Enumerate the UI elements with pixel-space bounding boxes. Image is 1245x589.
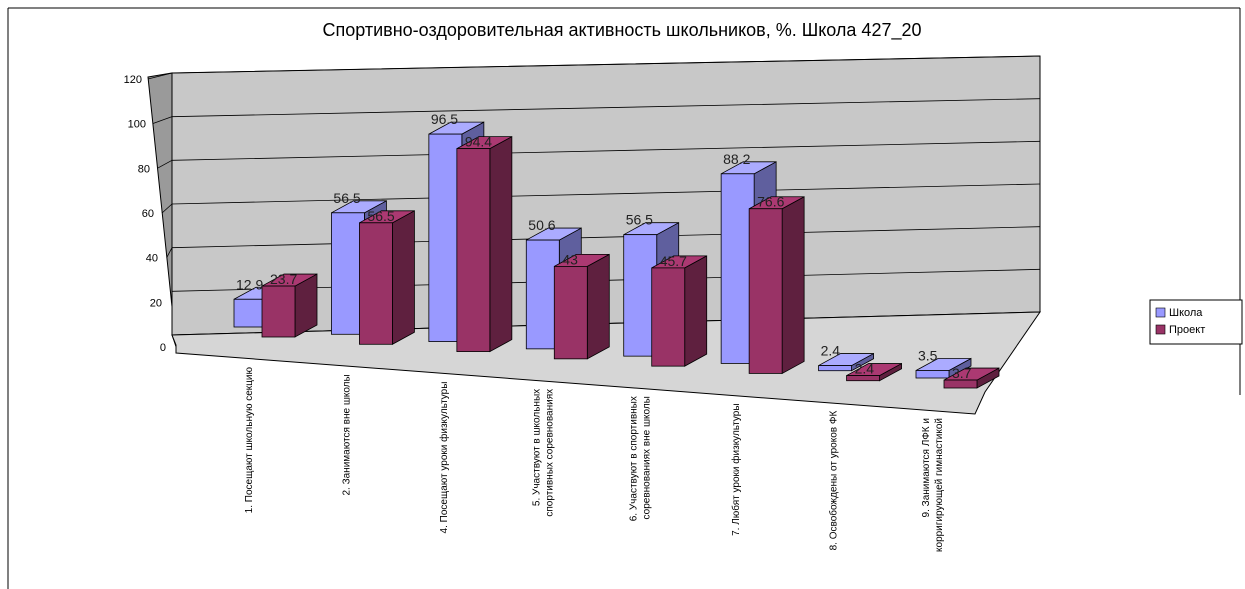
data-label: 56.5 bbox=[626, 212, 653, 228]
data-label: 3.7 bbox=[952, 365, 972, 381]
y-tick-label: 80 bbox=[138, 163, 150, 175]
bar-side bbox=[586, 253, 610, 360]
bar-project bbox=[651, 255, 708, 367]
bar-front bbox=[331, 212, 365, 335]
legend-swatch-project bbox=[1155, 324, 1166, 335]
bar-side bbox=[489, 135, 513, 353]
bar-front bbox=[553, 266, 588, 360]
data-label: 56.5 bbox=[333, 190, 360, 206]
bar-project bbox=[261, 273, 318, 338]
gridline bbox=[171, 140, 1041, 161]
y-tick-label: 100 bbox=[128, 119, 146, 131]
x-tick-label: 9. Занимаются ЛФК и корригирующей гимнаст… bbox=[921, 418, 945, 552]
data-label: 88.2 bbox=[723, 151, 750, 167]
legend-label-school: Школа bbox=[1169, 307, 1203, 319]
bar-front bbox=[359, 222, 393, 345]
data-label: 12.9 bbox=[236, 276, 263, 292]
x-tick-label: 5. Участвуют в школьных спортивных соревн… bbox=[531, 389, 555, 517]
gridline-side bbox=[161, 203, 173, 214]
bar-front bbox=[748, 208, 783, 374]
bar-side bbox=[684, 255, 708, 367]
x-tick-label: 6. Участвуют в спортивных соревнованиях в… bbox=[629, 396, 653, 521]
bar-project bbox=[359, 210, 415, 345]
legend: Школа Проект bbox=[1149, 299, 1243, 345]
data-label: 96.5 bbox=[431, 111, 458, 127]
x-tick-label: 2. Занимаются вне школы bbox=[341, 374, 352, 495]
y-tick-label: 60 bbox=[142, 208, 154, 220]
x-tick-label: 4. Посещают уроки физкультуры bbox=[438, 382, 450, 534]
bar-side bbox=[781, 196, 805, 375]
gridline bbox=[171, 226, 1041, 249]
gridline bbox=[171, 98, 1041, 118]
data-label: 50.6 bbox=[528, 217, 555, 233]
legend-box bbox=[1149, 299, 1243, 345]
bar-side bbox=[392, 210, 415, 345]
bar-front bbox=[233, 298, 268, 328]
bar-project bbox=[846, 362, 902, 382]
gridline-side bbox=[147, 72, 173, 80]
bar-school bbox=[915, 357, 972, 379]
data-label: 43 bbox=[562, 251, 578, 267]
data-label: 56.5 bbox=[367, 208, 394, 224]
gridline bbox=[171, 183, 1041, 205]
data-label: 2.4 bbox=[855, 361, 875, 377]
bar-school bbox=[818, 352, 874, 372]
gridline-side bbox=[157, 159, 173, 169]
bar-front bbox=[428, 133, 463, 342]
bar-front bbox=[818, 365, 852, 372]
gridline-side bbox=[170, 291, 173, 303]
bar-front bbox=[915, 370, 950, 379]
data-label: 76.6 bbox=[757, 194, 784, 210]
bar-front bbox=[943, 379, 978, 389]
x-tick-label: 7. Любят уроки физкультуры bbox=[730, 403, 742, 535]
data-label: 94.4 bbox=[465, 134, 492, 150]
data-label: 3.5 bbox=[918, 347, 938, 363]
x-tick-label: 8. Освобождены от уроков ФК bbox=[828, 411, 840, 551]
bars bbox=[233, 121, 1000, 389]
data-label: 2.4 bbox=[821, 343, 841, 359]
bar-project bbox=[943, 367, 1000, 389]
legend-swatch-school bbox=[1155, 307, 1166, 318]
y-tick-label: 40 bbox=[146, 253, 158, 265]
chart-title: Спортивно-оздоровительная активность шко… bbox=[323, 20, 922, 41]
data-label: 23.7 bbox=[270, 271, 297, 287]
data-label: 45.7 bbox=[660, 253, 687, 269]
bar-front bbox=[456, 148, 491, 352]
bar-front bbox=[261, 285, 296, 338]
bar-project bbox=[748, 196, 805, 375]
x-tick-label: 1. Посещают школьную секцию bbox=[244, 367, 255, 514]
y-tick-label: 120 bbox=[124, 74, 142, 86]
bar-front bbox=[846, 375, 880, 382]
y-tick-label: 0 bbox=[160, 342, 166, 354]
gridline-side bbox=[166, 247, 173, 258]
bar-project bbox=[456, 135, 513, 353]
legend-label-project: Проект bbox=[1169, 324, 1205, 336]
y-axis: 0 20 40 60 80 100 120 bbox=[124, 74, 166, 354]
data-labels: 12.9 23.7 56.5 56.5 96.5 94.4 50.6 43 56.5 45.7 88… bbox=[236, 111, 972, 381]
x-axis: 1. Посещают школьную секцию 2. Занимаются… bbox=[244, 367, 945, 552]
y-tick-label: 20 bbox=[150, 297, 162, 309]
bar-project bbox=[553, 253, 610, 360]
bar-front bbox=[651, 267, 686, 367]
gridline-side bbox=[152, 116, 173, 125]
gridline bbox=[171, 55, 1041, 74]
